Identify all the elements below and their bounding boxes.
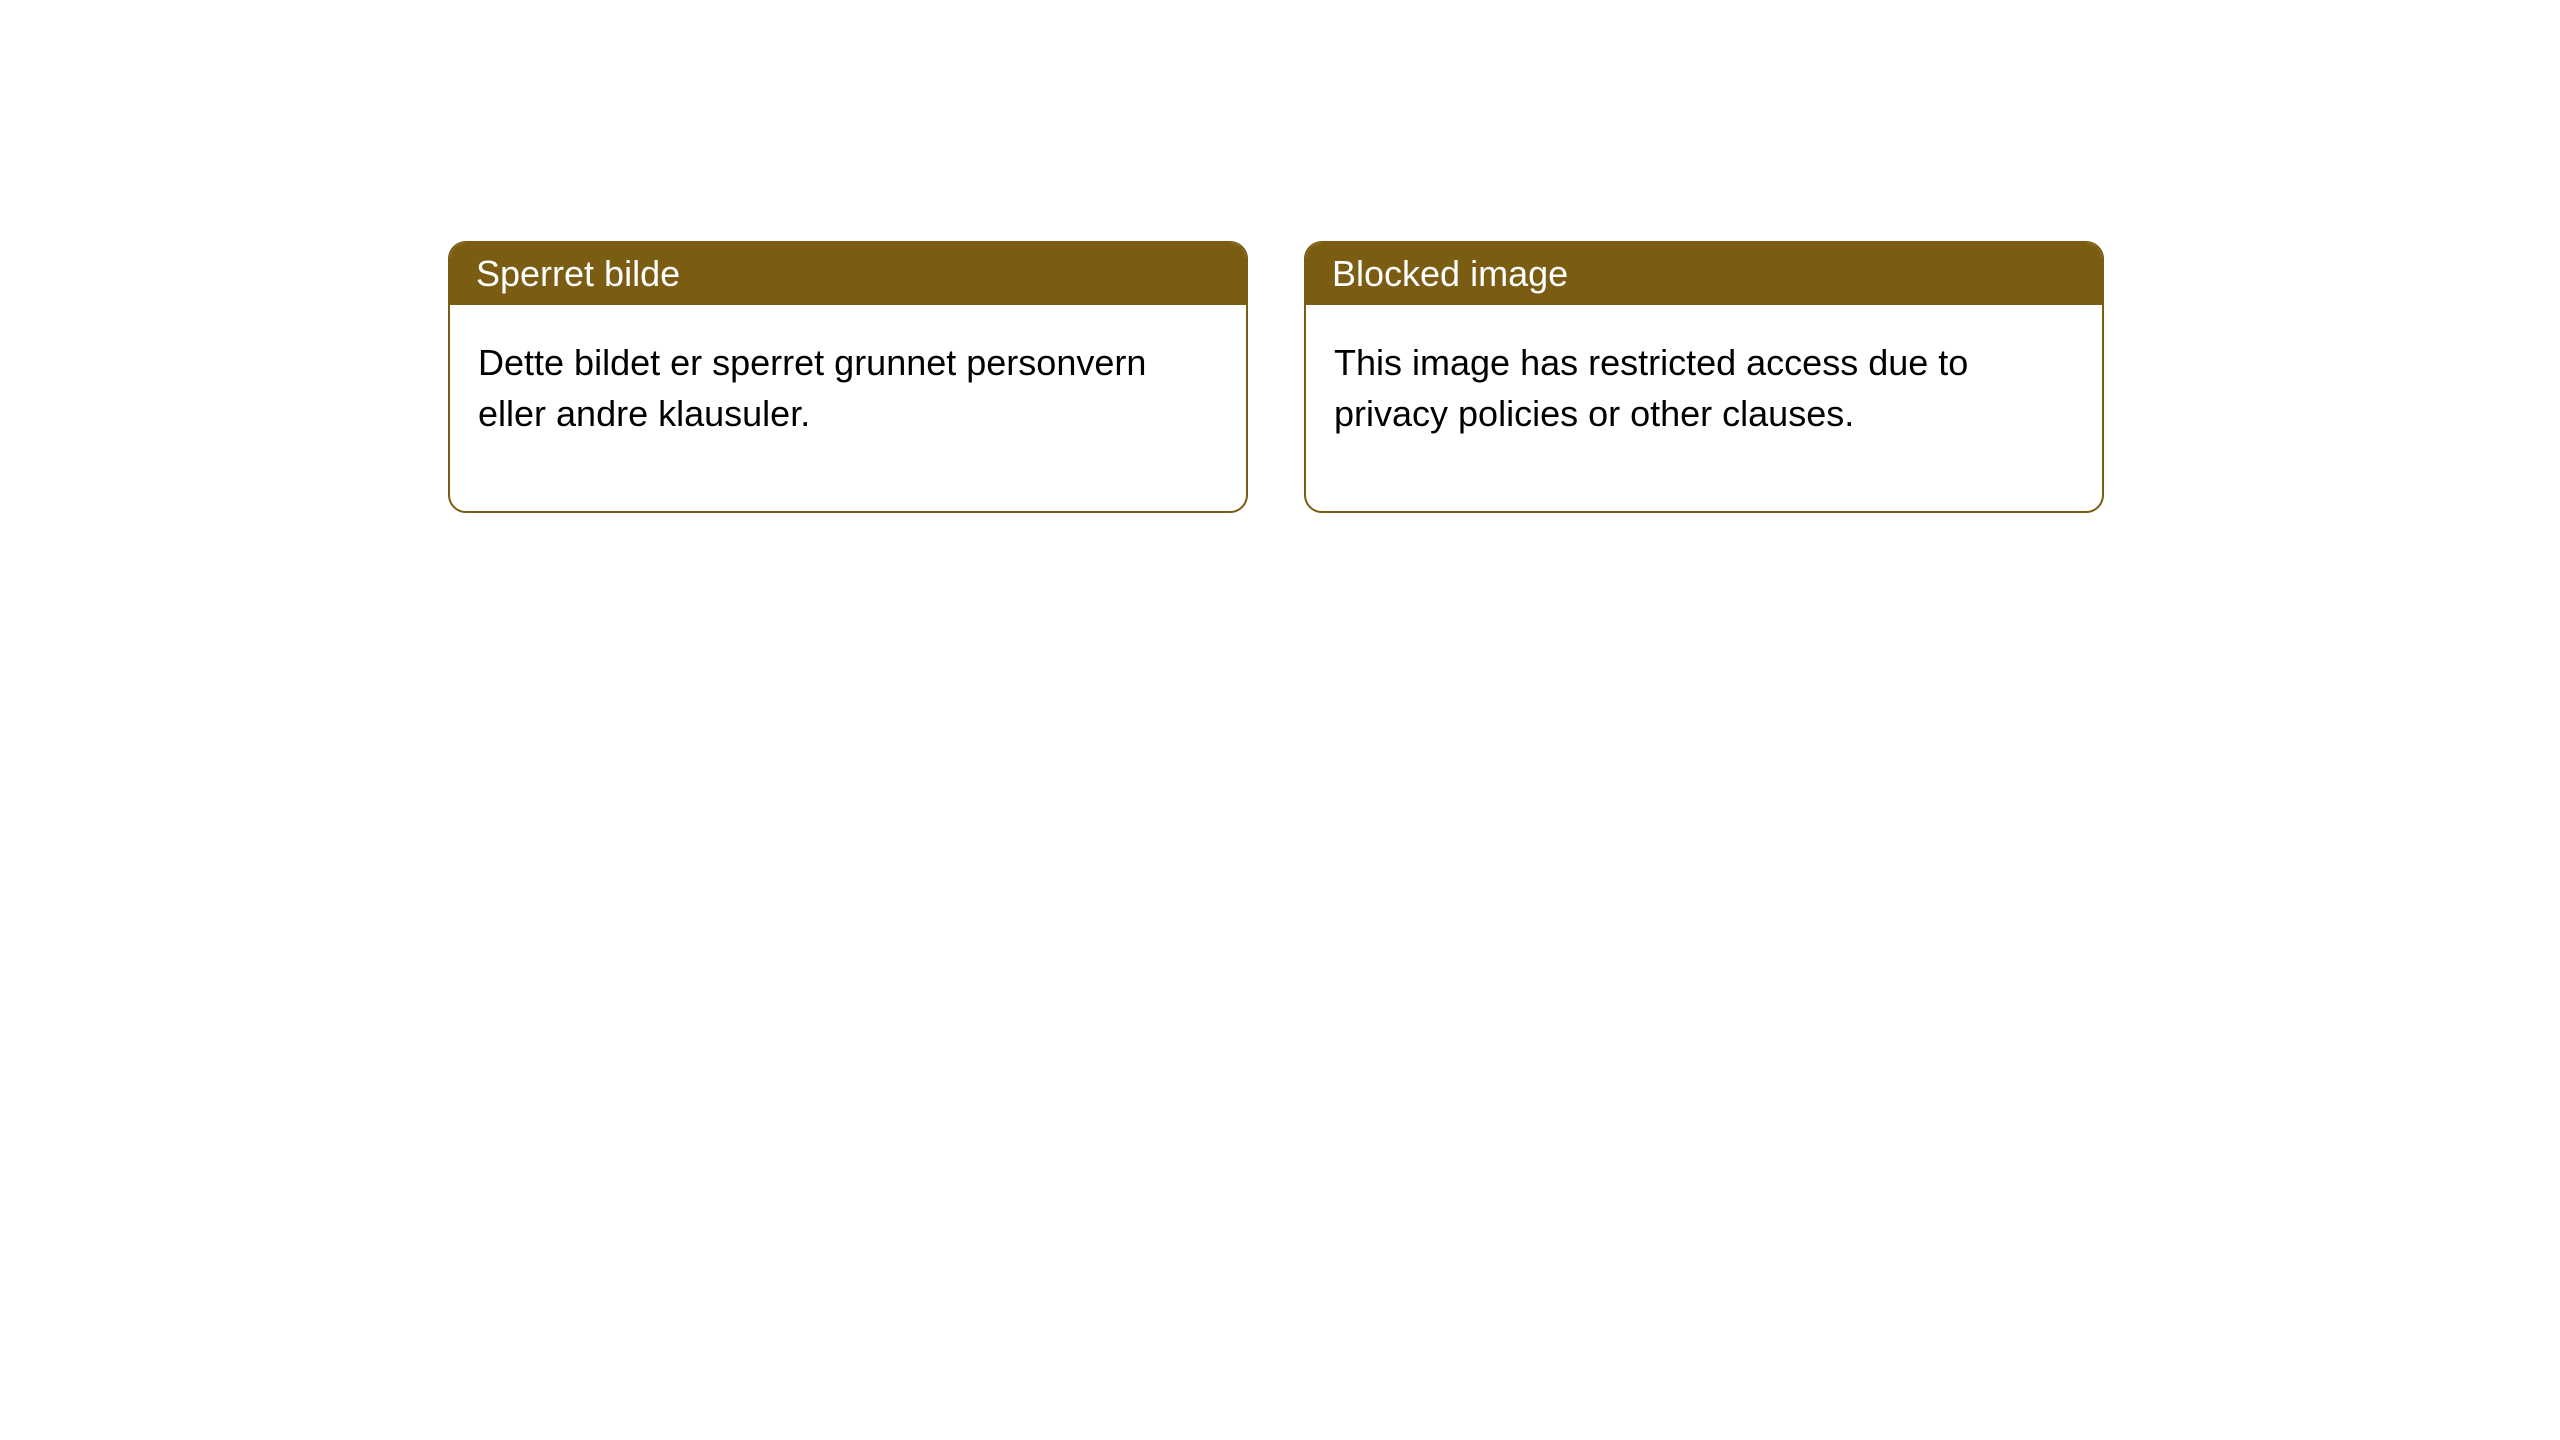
- notice-card-norwegian: Sperret bilde Dette bildet er sperret gr…: [448, 241, 1248, 513]
- notice-body: Dette bildet er sperret grunnet personve…: [450, 305, 1246, 511]
- notice-container: Sperret bilde Dette bildet er sperret gr…: [448, 241, 2104, 513]
- notice-title: Sperret bilde: [476, 253, 680, 294]
- notice-message: This image has restricted access due to …: [1334, 342, 1968, 434]
- notice-body: This image has restricted access due to …: [1306, 305, 2102, 511]
- notice-header: Sperret bilde: [450, 243, 1246, 305]
- notice-title: Blocked image: [1332, 253, 1568, 294]
- notice-message: Dette bildet er sperret grunnet personve…: [478, 342, 1146, 434]
- notice-header: Blocked image: [1306, 243, 2102, 305]
- notice-card-english: Blocked image This image has restricted …: [1304, 241, 2104, 513]
